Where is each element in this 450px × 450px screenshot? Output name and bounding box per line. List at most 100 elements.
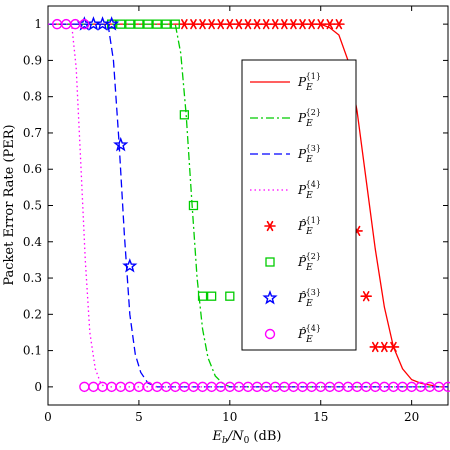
asterisk-stroke (181, 19, 188, 30)
legend-label-base: P̂ (297, 254, 307, 269)
asterisk-stroke (262, 19, 270, 30)
legend-box (241, 59, 357, 351)
legend-label: P̂E {1} (297, 216, 321, 237)
series-line-2 (48, 23, 448, 388)
asterisk-stroke (253, 19, 261, 30)
y-tick-label: 0.4 (23, 235, 42, 249)
asterisk-stroke (362, 291, 370, 302)
data-point-square (188, 200, 199, 211)
series-markers-4 (51, 18, 450, 393)
asterisk-stroke (244, 19, 252, 30)
asterisk-stroke (199, 19, 206, 30)
asterisk-stroke (190, 19, 197, 30)
data-point-circle (442, 381, 450, 393)
asterisk-stroke (299, 19, 306, 30)
asterisk-stroke (390, 341, 397, 353)
data-point-square (143, 19, 153, 29)
asterisk-stroke (290, 19, 297, 30)
legend-label-base: P (297, 75, 307, 89)
data-point-asterisk (387, 341, 400, 353)
data-point-square (206, 291, 217, 301)
legend-label: PE {4} (297, 180, 321, 201)
y-tick-label: 0.9 (23, 53, 42, 67)
y-tick-label: 1 (34, 17, 42, 31)
legend-label-sup: {4} (306, 180, 321, 189)
legend-label: P̂E {4} (297, 324, 321, 345)
data-point-square (265, 257, 275, 267)
y-tick-label: 0.7 (23, 126, 42, 140)
x-axis-label: Eb/N0 (dB) (212, 429, 282, 446)
data-point-square (179, 110, 190, 120)
legend-label-sup: {1} (306, 72, 321, 81)
legend-label-base: P (297, 111, 307, 125)
y-tick-label: 0.5 (23, 199, 42, 213)
y-tick-label: 0.2 (23, 307, 42, 321)
data-point-square (125, 19, 135, 29)
legend-label-sub: E (305, 191, 313, 201)
legend-label-base: P (297, 147, 307, 161)
legend-label-sub: E (305, 119, 313, 129)
x-axis-label-slash: /N (226, 429, 244, 444)
data-point-square (161, 19, 171, 29)
legend-label-base: P̂ (297, 290, 307, 305)
legend-label-sub: E (305, 335, 313, 345)
data-point-square (170, 19, 180, 29)
series-line-1 (48, 23, 448, 388)
legend-label-base: P (297, 183, 307, 197)
legend-label-sup: {2} (306, 252, 321, 261)
data-point-star (122, 258, 138, 273)
data-point-circle (79, 18, 90, 30)
asterisk-stroke (208, 19, 215, 30)
data-point-asterisk (333, 19, 345, 30)
x-tick-label: 5 (135, 410, 143, 424)
x-tick-label: 15 (313, 410, 328, 424)
x-axis-label-main: E (212, 429, 223, 444)
legend-label-sup: {3} (306, 288, 321, 297)
legend-label: P̂E {2} (297, 252, 321, 273)
series-line-3 (48, 23, 448, 388)
data-point-square (134, 19, 144, 29)
legend-label-sub: E (305, 227, 313, 237)
asterisk-stroke (371, 341, 379, 353)
x-tick-label: 0 (44, 410, 52, 424)
data-point-asterisk (264, 220, 276, 232)
asterisk-stroke (326, 19, 334, 30)
y-tick-label: 0.8 (23, 90, 42, 104)
legend-label-sup: {1} (306, 216, 321, 225)
y-tick-label: 0.1 (23, 344, 42, 358)
legend-label: PE {2} (297, 108, 321, 129)
asterisk-stroke (317, 19, 325, 30)
data-point-square (197, 291, 208, 301)
legend-label-sup: {3} (306, 144, 321, 153)
y-tick-label: 0.6 (23, 162, 42, 176)
x-tick-label: 10 (222, 410, 237, 424)
series-line-4 (48, 23, 448, 388)
x-axis-label-sub2: 0 (244, 436, 250, 446)
asterisk-stroke (226, 19, 234, 30)
legend-label-sup: {2} (306, 108, 321, 117)
data-point-star (104, 16, 120, 31)
legend: PE{1}PE{2}PE{3}PE{4}P̂E{1}P̂E{2}P̂E{3}P̂… (241, 59, 357, 351)
legend-label: PE {1} (297, 72, 321, 93)
y-tick-label: 0 (34, 380, 42, 394)
legend-label-sub: E (305, 263, 313, 273)
data-point-square (152, 19, 162, 29)
asterisk-stroke (266, 220, 274, 232)
y-axis-label: Packet Error Rate (PER) (2, 124, 17, 285)
data-point-circle (264, 328, 276, 340)
legend-label-sub: E (305, 83, 313, 93)
asterisk-stroke (381, 341, 388, 353)
asterisk-stroke (281, 19, 288, 30)
data-point-star (262, 290, 278, 305)
data-point-star (113, 136, 129, 152)
asterisk-stroke (235, 19, 243, 30)
data-point-asterisk (360, 291, 372, 302)
legend-label-base: P̂ (297, 326, 307, 341)
series-lines (48, 23, 448, 388)
x-axis-label-sub1: b (222, 436, 228, 446)
asterisk-stroke (335, 19, 343, 30)
data-point-square (225, 291, 235, 301)
y-tick-label: 0.3 (23, 271, 42, 285)
legend-label: P̂E {3} (297, 288, 321, 309)
